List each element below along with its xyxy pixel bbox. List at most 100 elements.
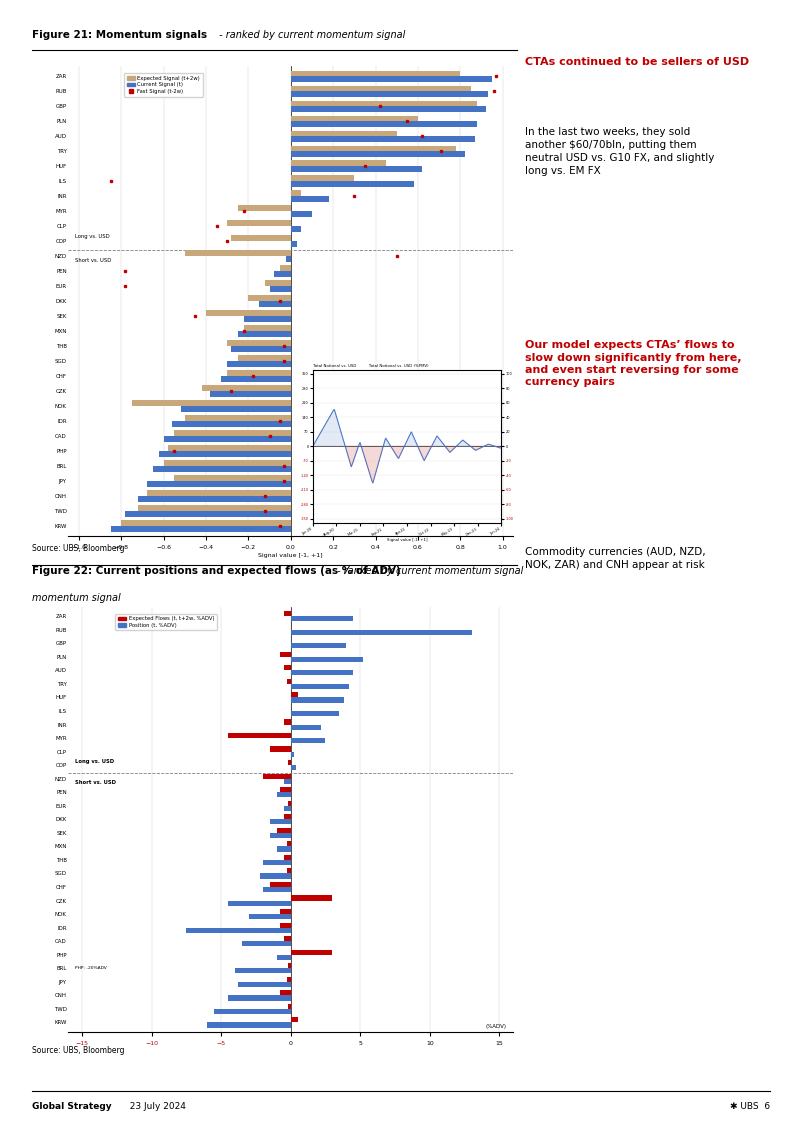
Bar bbox=[290, 1017, 298, 1023]
Bar bbox=[290, 70, 460, 76]
Bar bbox=[207, 1023, 290, 1027]
Bar bbox=[249, 295, 290, 302]
Bar bbox=[290, 85, 471, 91]
Bar bbox=[269, 286, 290, 291]
Bar bbox=[269, 820, 290, 824]
Bar bbox=[284, 855, 290, 860]
Bar bbox=[280, 265, 290, 271]
Bar bbox=[286, 841, 290, 846]
Bar bbox=[290, 752, 294, 756]
Bar bbox=[227, 220, 290, 226]
Bar bbox=[290, 226, 302, 231]
Bar bbox=[277, 828, 290, 832]
Bar bbox=[280, 990, 290, 996]
Bar bbox=[235, 968, 290, 973]
Text: momentum signal: momentum signal bbox=[32, 593, 121, 603]
Bar bbox=[290, 136, 475, 142]
Text: 23 July 2024: 23 July 2024 bbox=[124, 1102, 186, 1111]
Text: Short vs. USD: Short vs. USD bbox=[75, 259, 111, 263]
Bar bbox=[259, 302, 290, 307]
Bar bbox=[228, 733, 290, 738]
Bar bbox=[228, 996, 290, 1000]
Bar bbox=[260, 873, 290, 879]
Text: Figure 22: Current positions and expected flows (as % of ADV): Figure 22: Current positions and expecte… bbox=[32, 566, 401, 576]
Text: - ranked by current momentum signal: - ranked by current momentum signal bbox=[216, 31, 405, 40]
Bar bbox=[284, 936, 290, 941]
Bar bbox=[265, 280, 290, 286]
Legend: Expected Signal (t+2w), Current Signal (t), Fast Signal (t-2w): Expected Signal (t+2w), Current Signal (… bbox=[124, 73, 203, 96]
Bar bbox=[280, 652, 290, 657]
X-axis label: Signal value [-1, +1]: Signal value [-1, +1] bbox=[258, 553, 323, 558]
Text: Long vs. USD: Long vs. USD bbox=[75, 759, 114, 763]
Bar bbox=[184, 251, 290, 256]
Bar bbox=[168, 446, 290, 451]
Bar bbox=[147, 481, 290, 486]
Bar bbox=[153, 466, 290, 472]
Bar bbox=[290, 629, 472, 635]
Text: Our model expects CTAs’ flows to
slow down significantly from here,
and even sta: Our model expects CTAs’ flows to slow do… bbox=[525, 340, 742, 388]
Text: PHP: -20%ADV: PHP: -20%ADV bbox=[75, 966, 107, 971]
Text: - ranked by current momentum signal: - ranked by current momentum signal bbox=[334, 566, 523, 576]
Bar bbox=[290, 670, 354, 676]
Bar bbox=[227, 340, 290, 346]
Bar bbox=[206, 311, 290, 316]
Bar bbox=[284, 814, 290, 820]
Text: ✱ UBS  6: ✱ UBS 6 bbox=[730, 1102, 770, 1111]
Bar bbox=[147, 490, 290, 496]
Bar bbox=[269, 746, 290, 752]
Bar bbox=[290, 176, 354, 181]
Bar bbox=[231, 346, 290, 352]
Bar bbox=[227, 361, 290, 366]
Text: Commodity currencies (AUD, NZD,
NOK, ZAR) and CNH appear at risk: Commodity currencies (AUD, NZD, NOK, ZAR… bbox=[525, 547, 706, 569]
Text: Short vs. USD: Short vs. USD bbox=[75, 780, 116, 785]
Bar bbox=[138, 506, 290, 511]
Bar bbox=[184, 415, 290, 421]
Bar bbox=[186, 928, 290, 933]
Bar bbox=[237, 355, 290, 361]
Bar bbox=[290, 76, 492, 82]
Bar bbox=[290, 121, 477, 127]
X-axis label: Signal value [-1, +1]: Signal value [-1, +1] bbox=[387, 539, 427, 542]
Bar bbox=[228, 900, 290, 906]
Bar bbox=[284, 779, 290, 784]
Bar bbox=[290, 107, 486, 112]
Bar bbox=[237, 331, 290, 337]
Bar bbox=[280, 787, 290, 793]
Bar bbox=[290, 684, 349, 689]
Bar bbox=[290, 91, 488, 96]
Bar bbox=[201, 386, 290, 391]
Bar bbox=[138, 496, 290, 501]
Bar bbox=[290, 196, 329, 202]
Bar bbox=[249, 914, 290, 920]
Bar bbox=[290, 151, 464, 156]
Bar bbox=[244, 325, 290, 331]
Bar bbox=[284, 611, 290, 616]
Text: In the last two weeks, they sold
another $60/70bln, putting them
neutral USD vs.: In the last two weeks, they sold another… bbox=[525, 127, 715, 176]
Bar bbox=[263, 887, 290, 892]
Bar bbox=[286, 679, 290, 684]
Bar bbox=[290, 167, 422, 172]
Bar bbox=[290, 738, 326, 743]
Bar bbox=[290, 191, 302, 196]
Bar bbox=[242, 941, 290, 947]
Bar bbox=[111, 526, 290, 532]
Bar bbox=[290, 711, 339, 716]
Bar bbox=[221, 376, 290, 382]
Bar bbox=[290, 181, 414, 187]
Text: (%ADV): (%ADV) bbox=[485, 1024, 506, 1030]
Text: CTAs continued to be sellers of USD: CTAs continued to be sellers of USD bbox=[525, 57, 749, 67]
Bar bbox=[121, 521, 290, 526]
Text: Source: UBS, Bloomberg: Source: UBS, Bloomberg bbox=[32, 544, 124, 553]
Bar bbox=[269, 832, 290, 838]
Bar bbox=[231, 236, 290, 242]
Text: Figure 21: Momentum signals: Figure 21: Momentum signals bbox=[32, 31, 207, 40]
Bar bbox=[288, 801, 290, 806]
Bar bbox=[284, 719, 290, 725]
Bar bbox=[290, 145, 456, 151]
Bar bbox=[263, 773, 290, 779]
Bar bbox=[277, 955, 290, 959]
Legend: Expected Flows (t, t+2w, %ADV), Position (t, %ADV): Expected Flows (t, t+2w, %ADV), Position… bbox=[115, 613, 217, 631]
Bar bbox=[280, 909, 290, 914]
Bar bbox=[180, 406, 290, 412]
Bar bbox=[263, 860, 290, 865]
